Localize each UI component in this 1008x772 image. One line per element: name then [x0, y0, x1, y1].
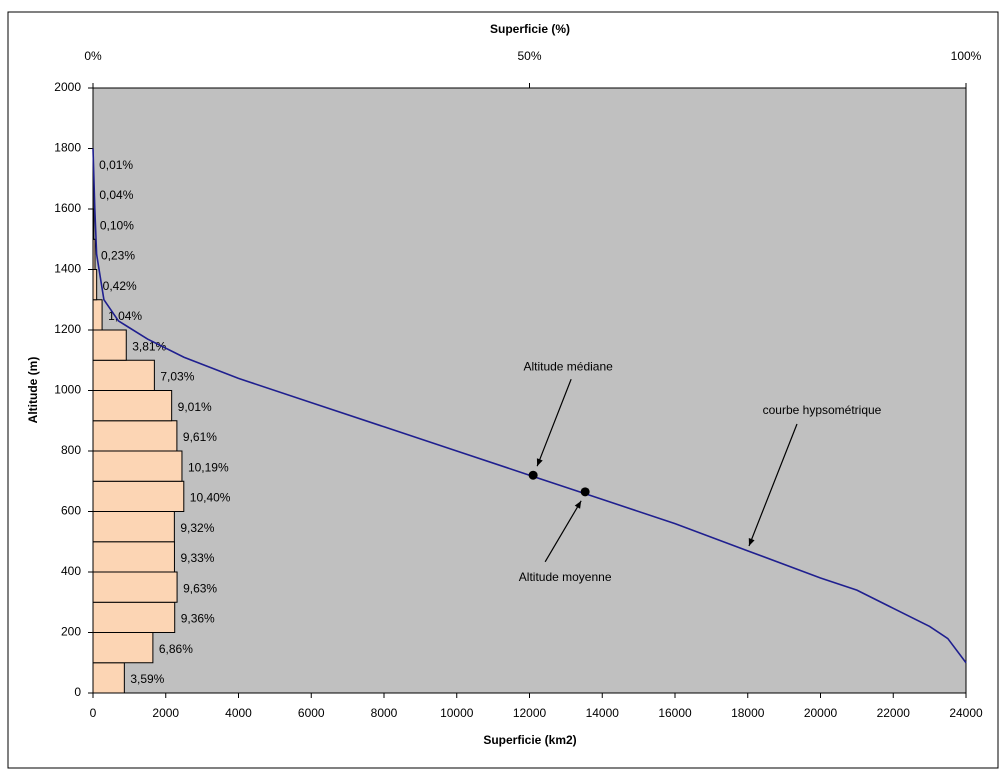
- bar-label: 0,10%: [100, 218, 134, 232]
- bar-label: 10,40%: [190, 491, 231, 505]
- point: [580, 487, 590, 497]
- bar: [92, 238, 96, 270]
- y-axis-label: Altitude (m): [26, 357, 40, 424]
- y-tick-label: 1800: [54, 141, 81, 155]
- x-tick-label: 14000: [586, 706, 620, 720]
- x2-tick-label: 50%: [517, 49, 541, 63]
- bar-label: 1,04%: [108, 309, 142, 323]
- bar-label: 9,63%: [183, 581, 217, 595]
- x-tick-label: 8000: [371, 706, 398, 720]
- y-tick-label: 1200: [54, 322, 81, 336]
- y-tick-label: 800: [61, 443, 81, 457]
- x-tick-label: 18000: [731, 706, 765, 720]
- point-label: Altitude médiane: [523, 359, 613, 373]
- x-tick-label: 20000: [804, 706, 838, 720]
- x-tick-label: 2000: [152, 706, 179, 720]
- bar-label: 0,23%: [101, 249, 135, 263]
- bar-label: 9,32%: [180, 521, 214, 535]
- x-axis-label: Superficie (km2): [483, 733, 576, 747]
- bar-label: 3,59%: [130, 672, 164, 686]
- bar: [92, 571, 178, 603]
- bar-label: 0,04%: [99, 188, 133, 202]
- y-tick-label: 400: [61, 564, 81, 578]
- x2-tick-label: 100%: [951, 49, 982, 63]
- bar: [92, 390, 173, 422]
- bar: [92, 662, 125, 694]
- y-tick-label: 600: [61, 504, 81, 518]
- x-tick-label: 22000: [877, 706, 911, 720]
- y-tick-label: 200: [61, 625, 81, 639]
- hypsometric-curve: [92, 148, 967, 664]
- bar: [92, 420, 178, 452]
- x-tick-label: 10000: [440, 706, 474, 720]
- x2-axis-label: Superficie (%): [490, 22, 570, 36]
- y-tick-label: 1400: [54, 262, 81, 276]
- x-tick-label: 0: [90, 706, 97, 720]
- x2-tick-label: 0%: [84, 49, 102, 63]
- plot-area: [92, 87, 967, 694]
- arrow: [748, 423, 798, 547]
- bar-label: 7,03%: [160, 370, 194, 384]
- bar-label: 9,33%: [180, 551, 214, 565]
- x-tick-label: 16000: [658, 706, 692, 720]
- bar: [92, 450, 183, 482]
- bar: [92, 511, 175, 543]
- bar: [92, 299, 103, 331]
- bar: [92, 601, 176, 633]
- bar-label: 3,81%: [132, 339, 166, 353]
- point-label: Altitude moyenne: [519, 570, 612, 584]
- arrow-head: [748, 538, 755, 546]
- bar-label: 9,36%: [181, 612, 215, 626]
- y-tick-label: 1000: [54, 383, 81, 397]
- arrow-head: [536, 458, 543, 467]
- bar: [92, 359, 155, 391]
- bar: [92, 632, 154, 664]
- x-tick-label: 6000: [298, 706, 325, 720]
- point: [528, 470, 538, 480]
- bar-label: 6,86%: [159, 642, 193, 656]
- y-tick-label: 1600: [54, 201, 81, 215]
- x-tick-label: 4000: [225, 706, 252, 720]
- arrow: [544, 500, 582, 563]
- arrow-head: [574, 500, 582, 509]
- bar: [92, 541, 175, 573]
- bar-label: 9,61%: [183, 430, 217, 444]
- bar: [92, 208, 95, 240]
- annotation: courbe hypsométrique: [763, 403, 882, 417]
- bar: [92, 480, 185, 512]
- x-tick-label: 12000: [513, 706, 547, 720]
- arrow: [536, 378, 572, 467]
- bar-label: 0,01%: [99, 158, 133, 172]
- y-tick-label: 2000: [54, 80, 81, 94]
- x-tick-label: 24000: [949, 706, 983, 720]
- bar: [92, 269, 98, 301]
- y-tick-label: 0: [74, 685, 81, 699]
- bar-label: 9,01%: [178, 400, 212, 414]
- bar-label: 10,19%: [188, 460, 229, 474]
- bar-label: 0,42%: [103, 279, 137, 293]
- bar: [92, 329, 127, 361]
